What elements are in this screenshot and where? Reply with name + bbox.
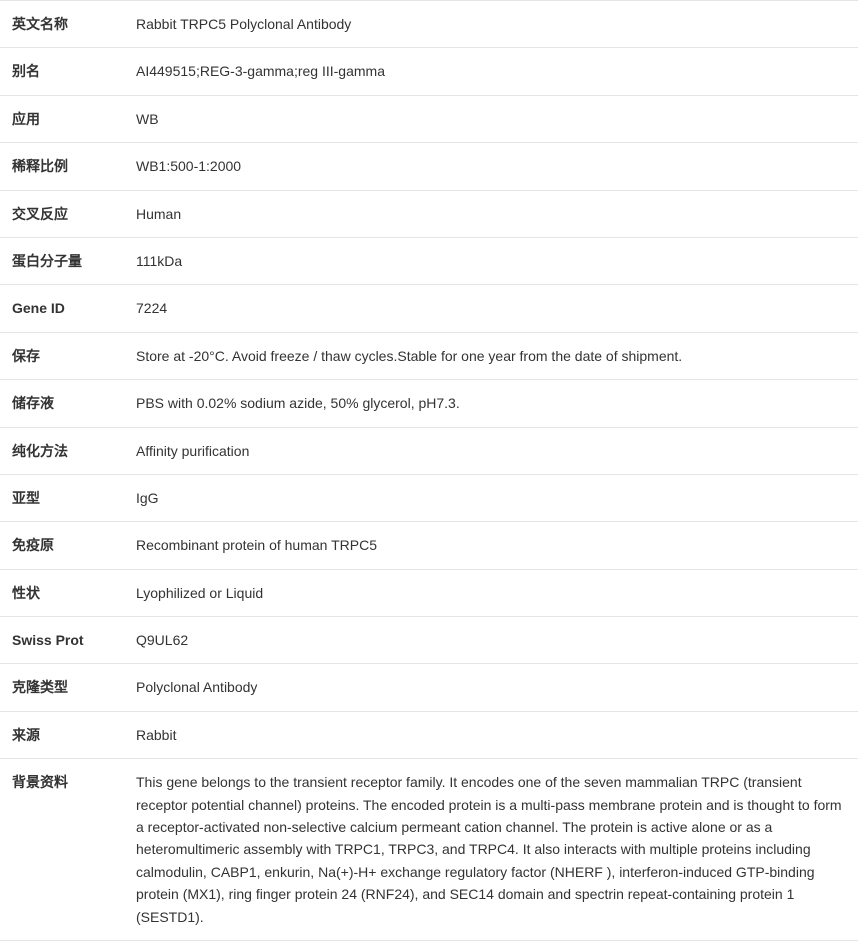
- spec-label: 免疫原: [0, 522, 118, 569]
- spec-label: 蛋白分子量: [0, 237, 118, 284]
- spec-value: PBS with 0.02% sodium azide, 50% glycero…: [118, 380, 858, 427]
- spec-label: 克隆类型: [0, 664, 118, 711]
- spec-row: 交叉反应Human: [0, 190, 858, 237]
- spec-value: This gene belongs to the transient recep…: [118, 759, 858, 941]
- spec-label: 别名: [0, 48, 118, 95]
- spec-label: 性状: [0, 569, 118, 616]
- spec-row: 储存液PBS with 0.02% sodium azide, 50% glyc…: [0, 380, 858, 427]
- spec-row: 背景资料This gene belongs to the transient r…: [0, 759, 858, 941]
- spec-label: 稀释比例: [0, 143, 118, 190]
- spec-label: Swiss Prot: [0, 617, 118, 664]
- spec-value: Polyclonal Antibody: [118, 664, 858, 711]
- spec-label: 来源: [0, 711, 118, 758]
- spec-value: Recombinant protein of human TRPC5: [118, 522, 858, 569]
- spec-row: 稀释比例WB1:500-1:2000: [0, 143, 858, 190]
- spec-value: Human: [118, 190, 858, 237]
- spec-value: 7224: [118, 285, 858, 332]
- spec-row: 英文名称Rabbit TRPC5 Polyclonal Antibody: [0, 1, 858, 48]
- spec-table: 英文名称Rabbit TRPC5 Polyclonal Antibody别名AI…: [0, 0, 858, 941]
- spec-label: 交叉反应: [0, 190, 118, 237]
- spec-table-body: 英文名称Rabbit TRPC5 Polyclonal Antibody别名AI…: [0, 1, 858, 941]
- spec-label: 英文名称: [0, 1, 118, 48]
- spec-value: Lyophilized or Liquid: [118, 569, 858, 616]
- spec-row: 纯化方法Affinity purification: [0, 427, 858, 474]
- spec-value: Affinity purification: [118, 427, 858, 474]
- spec-label: Gene ID: [0, 285, 118, 332]
- spec-row: 别名AI449515;REG-3-gamma;reg III-gamma: [0, 48, 858, 95]
- spec-value: Store at -20°C. Avoid freeze / thaw cycl…: [118, 332, 858, 379]
- spec-value: WB1:500-1:2000: [118, 143, 858, 190]
- spec-row: Gene ID7224: [0, 285, 858, 332]
- spec-row: 应用WB: [0, 95, 858, 142]
- spec-row: 蛋白分子量111kDa: [0, 237, 858, 284]
- spec-label: 亚型: [0, 474, 118, 521]
- spec-value: 111kDa: [118, 237, 858, 284]
- spec-label: 储存液: [0, 380, 118, 427]
- spec-row: 保存Store at -20°C. Avoid freeze / thaw cy…: [0, 332, 858, 379]
- spec-label: 背景资料: [0, 759, 118, 941]
- spec-value: Rabbit: [118, 711, 858, 758]
- spec-value: Q9UL62: [118, 617, 858, 664]
- spec-row: 亚型IgG: [0, 474, 858, 521]
- spec-value: WB: [118, 95, 858, 142]
- spec-label: 纯化方法: [0, 427, 118, 474]
- spec-value: Rabbit TRPC5 Polyclonal Antibody: [118, 1, 858, 48]
- spec-row: 克隆类型Polyclonal Antibody: [0, 664, 858, 711]
- spec-row: Swiss ProtQ9UL62: [0, 617, 858, 664]
- spec-value: IgG: [118, 474, 858, 521]
- spec-label: 应用: [0, 95, 118, 142]
- spec-row: 免疫原Recombinant protein of human TRPC5: [0, 522, 858, 569]
- spec-row: 来源Rabbit: [0, 711, 858, 758]
- spec-value: AI449515;REG-3-gamma;reg III-gamma: [118, 48, 858, 95]
- spec-label: 保存: [0, 332, 118, 379]
- spec-row: 性状Lyophilized or Liquid: [0, 569, 858, 616]
